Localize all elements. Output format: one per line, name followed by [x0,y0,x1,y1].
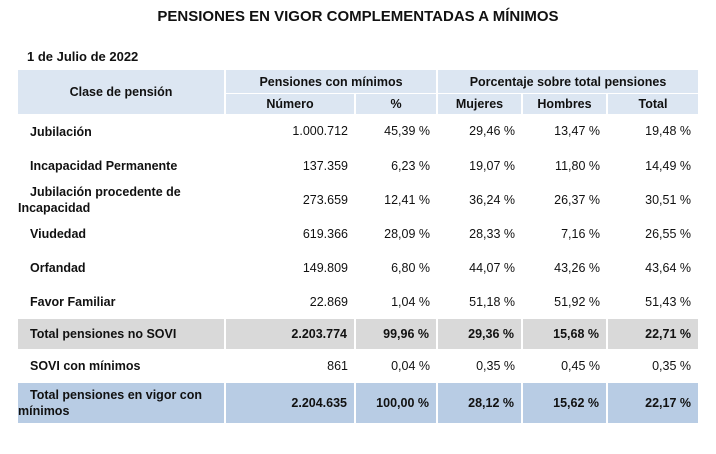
cell-total: 22,71 % [606,318,698,349]
cell-total: 26,55 % [645,226,691,241]
cell-label: Jubilación procedente de Incapacidad [18,184,181,215]
table-row: Total pensiones no SOVI 2.203.774 99,96 % 2… [18,318,698,349]
table-row: Incapacidad Permanente 137.359 6,23 % 19,07… [18,149,698,183]
cell-label: Total pensiones en vigor con mínimos [18,382,225,423]
cell-pct: 28,09 % [384,226,430,241]
cell-total: 22,17 % [606,382,698,423]
page-title: PENSIONES EN VIGOR COMPLEMENTADAS A MÍNI… [157,8,559,25]
table-row: Viudedad 619.366 28,09 % 28,33 % 7,16 % 26,55… [18,217,698,251]
cell-total: 0,35 % [652,358,691,373]
header-pct: % [354,93,437,114]
cell-hombres: 43,26 % [554,260,600,275]
cell-mujeres: 28,12 % [436,382,522,423]
table-row: Jubilación 1.000.712 45,39 % 29,46 % 13,47 %… [18,114,698,149]
cell-numero: 2.204.635 [224,382,355,423]
cell-label: Viudedad [30,226,87,241]
cell-label: Orfandad [30,260,86,275]
cell-label: SOVI con mínimos [30,358,141,373]
cell-pct: 99,96 % [354,318,437,349]
cell-hombres: 0,45 % [561,358,600,373]
cell-total: 51,43 % [645,294,691,309]
cell-pct: 6,23 % [391,158,430,173]
header-hombres: Hombres [521,93,607,114]
table-row: Jubilación procedente de Incapacidad 273.… [18,183,698,217]
cell-total: 30,51 % [645,192,691,207]
cell-label: Total pensiones no SOVI [18,318,225,349]
table-row: Total pensiones en vigor con mínimos 2.20… [18,382,698,423]
cell-mujeres: 28,33 % [469,226,515,241]
cell-pct: 45,39 % [384,124,430,139]
cell-label: Incapacidad Permanente [30,158,178,173]
header-numero: Número [224,93,355,114]
cell-pct: 100,00 % [354,382,437,423]
cell-mujeres: 51,18 % [469,294,515,309]
cell-mujeres: 44,07 % [469,260,515,275]
header-pensiones-con-minimos: Pensiones con mínimos [224,70,437,94]
cell-hombres: 26,37 % [554,192,600,207]
cell-numero: 137.359 [302,158,348,173]
cell-numero: 22.869 [309,294,348,309]
table-body: Jubilación 1.000.712 45,39 % 29,46 % 13,47 %… [18,114,698,423]
table-row: Orfandad 149.809 6,80 % 44,07 % 43,26 % 43,64… [18,251,698,285]
header-porcentaje: Porcentaje sobre total pensiones [436,70,698,94]
table-row: SOVI con mínimos 861 0,04 % 0,35 % 0,45 % 0,3… [18,349,698,383]
cell-hombres: 15,62 % [521,382,607,423]
cell-numero: 2.203.774 [224,318,355,349]
cell-hombres: 13,47 % [554,124,600,139]
cell-total: 43,64 % [645,260,691,275]
cell-label: Jubilación [30,124,92,139]
header-mujeres: Mujeres [436,93,522,114]
cell-numero: 273.659 [302,192,348,207]
cell-total: 19,48 % [645,124,691,139]
table-row: Favor Familiar 22.869 1,04 % 51,18 % 51,92 %… [18,285,698,319]
cell-mujeres: 29,46 % [469,124,515,139]
cell-mujeres: 36,24 % [469,192,515,207]
report-date: 1 de Julio de 2022 [27,49,139,64]
cell-hombres: 7,16 % [561,226,600,241]
cell-pct: 6,80 % [391,260,430,275]
cell-pct: 1,04 % [391,294,430,309]
cell-label: Favor Familiar [30,294,116,309]
cell-numero: 861 [327,358,348,373]
cell-hombres: 51,92 % [554,294,600,309]
cell-mujeres: 29,36 % [436,318,522,349]
cell-pct: 0,04 % [391,358,430,373]
cell-numero: 149.809 [302,260,348,275]
cell-total: 14,49 % [645,158,691,173]
cell-hombres: 11,80 % [555,158,600,173]
header-total: Total [606,93,698,114]
cell-pct: 12,41 % [384,192,430,207]
cell-hombres: 15,68 % [521,318,607,349]
pensions-table: Clase de pensión Pensiones con mínimos P… [18,70,698,423]
cell-mujeres: 19,07 % [469,158,515,173]
cell-numero: 619.366 [302,226,348,241]
cell-numero: 1.000.712 [292,124,348,139]
cell-mujeres: 0,35 % [476,358,515,373]
header-clase: Clase de pensión [18,70,225,115]
